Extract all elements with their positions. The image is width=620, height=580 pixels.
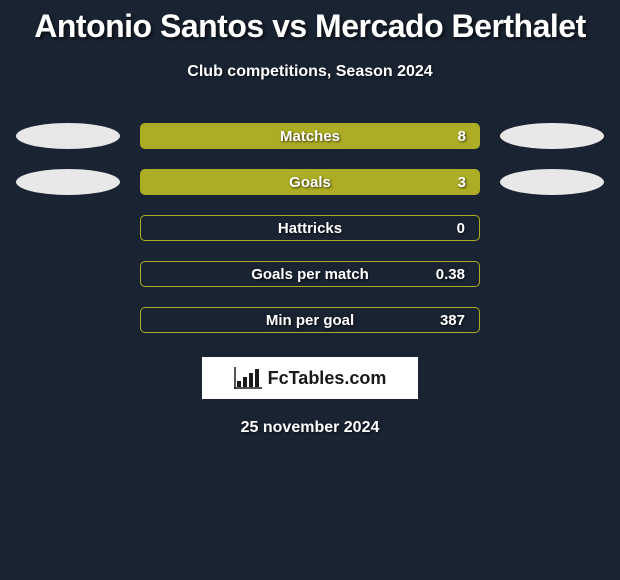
stat-row: Matches 8	[0, 123, 620, 149]
stat-label: Goals	[289, 174, 331, 191]
player-right-marker	[500, 123, 604, 149]
stat-value: 8	[458, 128, 466, 145]
stat-row: Goals per match 0.38	[0, 261, 620, 287]
stat-bar: Goals 3	[140, 169, 480, 195]
stat-bar: Matches 8	[140, 123, 480, 149]
stat-label: Hattricks	[278, 220, 342, 237]
page-title: Antonio Santos vs Mercado Berthalet	[0, 8, 620, 45]
stat-bar: Goals per match 0.38	[140, 261, 480, 287]
stat-value: 387	[440, 312, 465, 329]
stat-row: Min per goal 387	[0, 307, 620, 333]
stats-list: Matches 8 Goals 3 Hattricks 0 Goals per match 0…	[0, 123, 620, 333]
stat-row: Goals 3	[0, 169, 620, 195]
subtitle: Club competitions, Season 2024	[0, 63, 620, 81]
stat-label: Goals per match	[251, 266, 369, 283]
stat-bar: Min per goal 387	[140, 307, 480, 333]
player-left-marker	[16, 169, 120, 195]
stat-bar: Hattricks 0	[140, 215, 480, 241]
barchart-icon	[234, 367, 262, 389]
comparison-card: Antonio Santos vs Mercado Berthalet Club…	[0, 0, 620, 437]
stat-value: 0.38	[436, 266, 465, 283]
player-right-marker	[500, 169, 604, 195]
stat-value: 3	[458, 174, 466, 191]
stat-label: Min per goal	[266, 312, 354, 329]
logo-box[interactable]: FcTables.com	[202, 357, 418, 399]
date-label: 25 november 2024	[0, 419, 620, 437]
stat-label: Matches	[280, 128, 340, 145]
stat-row: Hattricks 0	[0, 215, 620, 241]
player-left-marker	[16, 123, 120, 149]
stat-value: 0	[457, 220, 465, 237]
logo-text: FcTables.com	[268, 368, 387, 389]
